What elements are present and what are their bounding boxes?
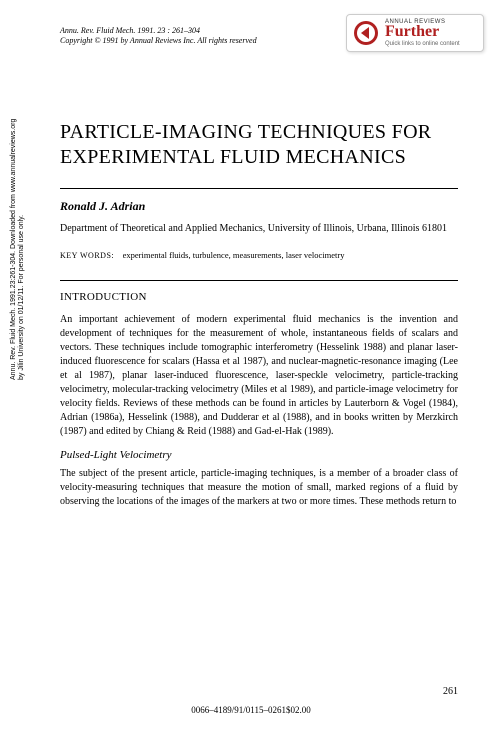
further-badge[interactable]: ANNUAL REVIEWS Further Quick links to on… bbox=[346, 14, 484, 52]
download-attribution: Annu. Rev. Fluid Mech. 1991.23:261-304. … bbox=[10, 80, 27, 380]
page-content: PARTICLE-IMAGING TECHNIQUES FOR EXPERIME… bbox=[60, 120, 458, 519]
copyright-line: Copyright © 1991 by Annual Reviews Inc. … bbox=[60, 36, 257, 46]
author-name: Ronald J. Adrian bbox=[60, 188, 458, 214]
badge-sub: Quick links to online content bbox=[385, 41, 460, 47]
section-introduction: INTRODUCTION bbox=[60, 280, 458, 303]
subsection-heading: Pulsed-Light Velocimetry bbox=[60, 449, 458, 461]
keywords-text: experimental fluids, turbulence, measure… bbox=[123, 250, 345, 260]
further-text-block: ANNUAL REVIEWS Further Quick links to on… bbox=[385, 19, 460, 47]
keywords-label: KEY WORDS: bbox=[60, 251, 114, 260]
badge-main: Further bbox=[385, 24, 460, 40]
sidebar-line1: Annu. Rev. Fluid Mech. 1991.23:261-304. … bbox=[10, 80, 18, 380]
article-title: PARTICLE-IMAGING TECHNIQUES FOR EXPERIME… bbox=[60, 120, 458, 170]
play-back-icon bbox=[353, 20, 379, 46]
footer-code: 0066–4189/91/0115–0261$02.00 bbox=[0, 705, 502, 715]
intro-paragraph: An important achievement of modern exper… bbox=[60, 313, 458, 439]
author-affiliation: Department of Theoretical and Applied Me… bbox=[60, 222, 458, 236]
sidebar-line2: by Jilin University on 01/12/11. For per… bbox=[18, 80, 26, 380]
citation-line: Annu. Rev. Fluid Mech. 1991. 23 : 261–30… bbox=[60, 26, 257, 36]
header-meta: Annu. Rev. Fluid Mech. 1991. 23 : 261–30… bbox=[60, 26, 257, 47]
page-number: 261 bbox=[443, 686, 458, 697]
subsection-paragraph: The subject of the present article, part… bbox=[60, 467, 458, 509]
keywords-block: KEY WORDS: experimental fluids, turbulen… bbox=[60, 250, 458, 260]
